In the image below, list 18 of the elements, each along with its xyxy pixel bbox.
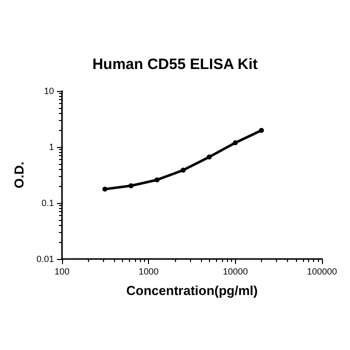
y-axis-title: O.D. xyxy=(12,162,27,188)
x-tick-label: 100 xyxy=(54,266,70,276)
point xyxy=(180,168,186,173)
y-tick-label: 0.01 xyxy=(36,254,54,264)
y-tick-label: 0.1 xyxy=(41,198,54,208)
x-tick-label: 1000 xyxy=(138,266,159,276)
x-tick-label: 10000 xyxy=(222,266,248,276)
point xyxy=(102,186,108,192)
point xyxy=(154,177,160,182)
point xyxy=(206,154,212,160)
x-axis-title: Concentration(pg/ml) xyxy=(126,283,258,298)
point xyxy=(232,140,238,146)
y-tick-label: 10 xyxy=(44,86,54,96)
y-tick-label: 1 xyxy=(48,142,54,152)
chart-title: Human CD55 ELISA Kit xyxy=(92,56,258,73)
point xyxy=(258,128,264,133)
x-tick-label: 100000 xyxy=(306,266,338,276)
point xyxy=(128,183,134,188)
